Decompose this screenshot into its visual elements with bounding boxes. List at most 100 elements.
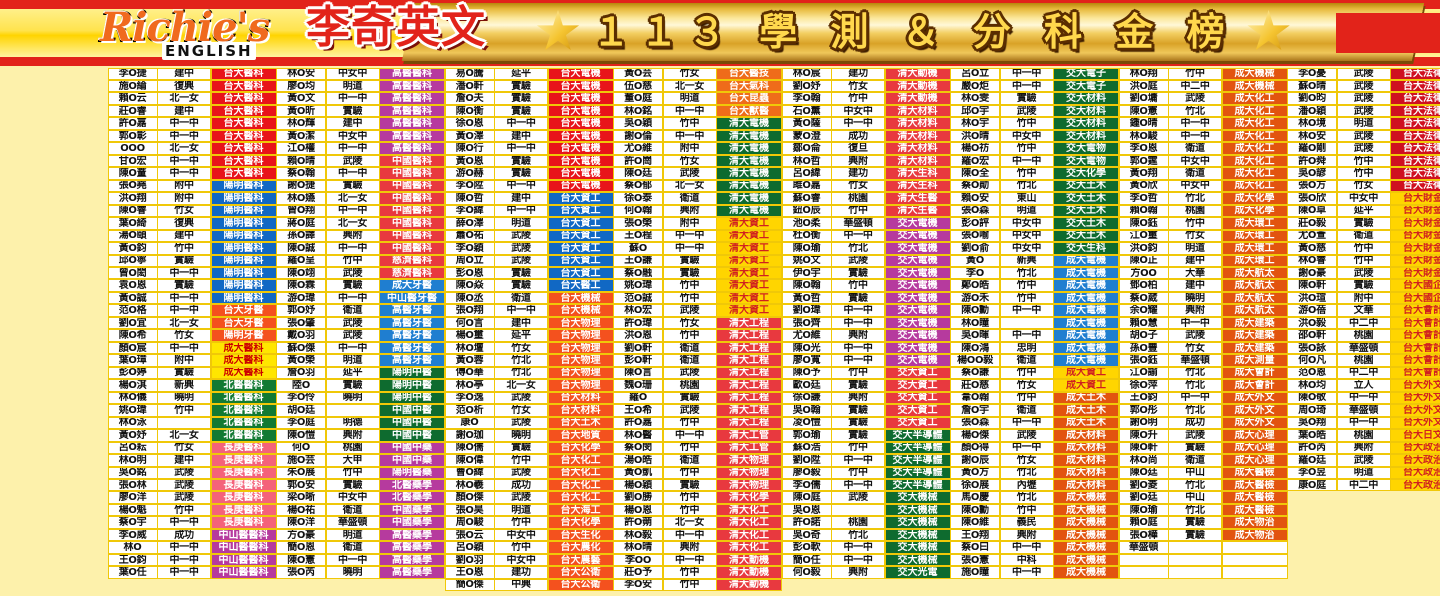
- high-school-cell: 竹中: [662, 566, 717, 579]
- department-badge: 成大材料: [1053, 478, 1119, 492]
- high-school-cell: 興附: [325, 229, 380, 243]
- table-row: 陳О軒 實驗 台大國企: [1287, 279, 1440, 292]
- department-badge: 台大電機: [547, 129, 614, 143]
- table-row: 謝О豪 武陵 台大財金: [1287, 267, 1440, 280]
- department-badge: 台大電機: [547, 79, 614, 93]
- high-school-cell: 北一女: [662, 516, 717, 529]
- table-row: 曹О緯 武陵 台大化工: [444, 466, 614, 479]
- high-school-cell: 竹中: [831, 441, 885, 455]
- high-school-cell: 竹女: [157, 441, 211, 455]
- department-badge: 台大物理: [547, 341, 614, 355]
- student-name-cell: 張О喻: [950, 229, 1000, 243]
- student-name-cell: 方ОО: [1118, 267, 1169, 280]
- table-row: 凌О愷 實驗 交大資工: [781, 416, 951, 430]
- high-school-cell: 竹中: [325, 254, 380, 267]
- department-badge: 台大會計: [1390, 354, 1440, 367]
- department-badge: 清大工程: [716, 379, 782, 392]
- high-school-cell: 衛道: [662, 192, 717, 205]
- high-school-cell: 武陵: [662, 404, 717, 417]
- table-row: 林О尚 衛道 成大心理: [1118, 454, 1288, 467]
- high-school-cell: 竹中: [999, 391, 1054, 405]
- student-name-cell: 顏О得: [950, 441, 1000, 455]
- table-row: 葉О璋 附中 成大醫科: [107, 354, 277, 367]
- table-row: 顏О傑 武陵 台大化工: [444, 491, 614, 504]
- department-badge: 清大材料: [884, 117, 951, 130]
- high-school-cell: 興附: [831, 154, 885, 168]
- student-name-cell: 江О璽: [1118, 229, 1169, 243]
- student-name-cell: 胡О子: [1118, 329, 1169, 342]
- student-name-cell: 余О耀: [1118, 304, 1169, 317]
- brand-logo: Richie's ENGLISH 李奇英文: [99, 3, 485, 62]
- high-school-cell: 竹中: [999, 291, 1054, 305]
- table-row: 郭О霆 中女中 成大化工: [1118, 154, 1288, 168]
- results-column-group-5: 林О宸 建功 清大動機 劉О妤 竹女 清大動機 李О翰 竹中 清大動機 石О薰 中女中 清大材料 黃О薩…: [781, 67, 951, 592]
- table-row: 鄒О侖 復旦 清大材料: [781, 142, 951, 155]
- high-school-cell: 竹北: [999, 267, 1054, 280]
- high-school-cell: 中一中: [494, 304, 548, 317]
- table-row: 徐О恩 中一中 台大電機: [444, 117, 614, 130]
- high-school-cell: 興附: [325, 429, 380, 442]
- department-badge: 高醫牙醫: [379, 304, 445, 317]
- table-row: 陳О誠 中一中 中國醫科: [276, 242, 445, 255]
- department-badge: 中國醫科: [379, 192, 445, 205]
- student-name-cell: 詹О羽: [276, 366, 326, 380]
- table-row: 李О翰 竹中 清大動機: [781, 92, 951, 105]
- table-row: 劉О羽 中女中 台大農藝: [444, 553, 614, 567]
- student-name-cell: 林О翔: [1118, 67, 1169, 80]
- department-badge: 高醫牙醫: [379, 329, 445, 342]
- high-school-cell: 竹女: [662, 316, 717, 330]
- high-school-cell: 明道: [999, 204, 1054, 218]
- student-name-cell: 張О欣: [1287, 192, 1337, 205]
- table-row: 簡О傑 中興 台大公衛: [444, 578, 614, 592]
- student-name-cell: 湯О皓: [613, 454, 663, 467]
- table-row: 華盛頓: [1118, 541, 1288, 554]
- high-school-cell: 興附: [831, 566, 885, 579]
- table-row: 陳О儒 實驗 台大化學: [444, 441, 614, 455]
- table-row: 孫О豐 竹女 成大建築: [1118, 341, 1288, 355]
- student-name-cell: 林О雯: [950, 92, 1000, 105]
- student-name-cell: 林О泳: [107, 416, 158, 430]
- high-school-cell: 中一中: [831, 117, 885, 130]
- high-school-cell: 竹中: [999, 142, 1054, 155]
- high-school-cell: 中一中: [157, 267, 211, 280]
- department-badge: 交大電機: [884, 217, 951, 230]
- table-row: 郭О安 實驗 北醫藥學: [276, 478, 445, 492]
- student-name-cell: 伊О宇: [781, 267, 832, 280]
- department-badge: 中國醫科: [379, 217, 445, 230]
- student-name-cell: 邱О寧: [107, 254, 158, 267]
- student-name-cell: 尤О維: [781, 329, 832, 342]
- table-row: 簡О任 中一中 交大機械: [781, 553, 951, 567]
- student-name-cell: 簡О傑: [444, 578, 495, 592]
- student-name-cell: 何О凡: [1287, 354, 1337, 367]
- table-row: 吳О暉 中一中 成大電機: [950, 329, 1119, 342]
- department-badge: 台大牙醫: [210, 316, 277, 330]
- high-school-cell: 竹中: [1336, 242, 1391, 255]
- department-badge: 清大電機: [716, 117, 782, 130]
- table-row: 周О立 武陵 台大資工: [444, 254, 614, 267]
- student-name-cell: 李О: [950, 267, 1000, 280]
- department-badge: 清大工程: [716, 329, 782, 342]
- department-badge: 清大化學: [716, 491, 782, 504]
- department-badge: 清大化工: [716, 503, 782, 517]
- student-name-cell: 楊О穎: [613, 478, 663, 492]
- student-name-cell: 黃О鈞: [107, 242, 158, 255]
- table-row: 陳О憲 中一中 高醫藥學: [276, 553, 445, 567]
- high-school-cell: 中一中: [157, 566, 211, 579]
- department-badge: 交大資工: [884, 366, 951, 380]
- table-row: 張О云 中女中 台大生化: [444, 528, 614, 542]
- student-name-cell: 尤О萱: [1287, 229, 1337, 243]
- table-row: 林О 中一中 中山醫醫科: [107, 541, 277, 554]
- student-name-cell: 許О蒴: [613, 516, 663, 529]
- department-badge: 長庚醫科: [210, 503, 277, 517]
- student-name-cell: 張О詠: [1287, 341, 1337, 355]
- high-school-cell: 中一中: [325, 291, 380, 305]
- student-name-cell: 許О嘉: [107, 117, 158, 130]
- table-row: 黃О慈 竹中 台大財金: [1287, 242, 1440, 255]
- table-row: 陳О鴻 忠明 成大電機: [950, 341, 1119, 355]
- table-row: 黃О方 竹北 成大材料: [950, 466, 1119, 479]
- high-school-cell: 竹北: [1168, 404, 1222, 417]
- table-row: 施О瞳 中一中 成大機械: [950, 566, 1119, 579]
- high-school-cell: 竹北: [831, 242, 885, 255]
- high-school-cell: 中一中: [662, 528, 717, 542]
- high-school-cell: 武陵: [325, 154, 380, 168]
